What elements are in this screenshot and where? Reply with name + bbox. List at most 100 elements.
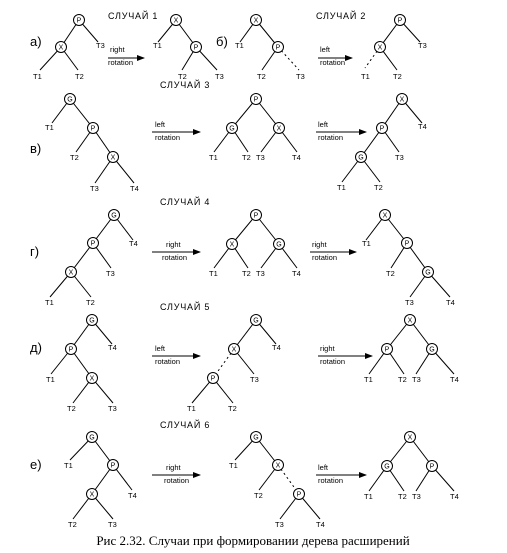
- subtree-label-t1: T1: [45, 123, 54, 132]
- tree-node-g: G: [226, 122, 238, 134]
- tree-node-p: P: [65, 343, 77, 355]
- subtree-label-t3: T3: [90, 184, 99, 193]
- svg-text:right: right: [166, 463, 182, 472]
- svg-text:rotation: rotation: [318, 476, 343, 485]
- tree-node-g: G: [64, 93, 76, 105]
- subtree-label-t2: T2: [86, 298, 95, 307]
- svg-text:rotation: rotation: [164, 476, 189, 485]
- subtree-label-t4: T4: [129, 239, 138, 248]
- subtree-label-t4: T4: [446, 298, 455, 307]
- panel-label-d: д): [30, 340, 42, 355]
- tree-node-p: P: [381, 343, 393, 355]
- subtree-label-t2: T2: [398, 492, 407, 501]
- panel-label-v: в): [30, 141, 41, 156]
- subtree-label-t4: T4: [128, 491, 137, 500]
- svg-text:G: G: [229, 126, 234, 133]
- svg-text:G: G: [253, 435, 258, 442]
- svg-text:left: left: [155, 120, 166, 129]
- svg-text:right: right: [110, 45, 126, 54]
- tree-node-p: P: [250, 209, 262, 221]
- svg-text:X: X: [69, 270, 74, 277]
- subtree-label-t3: T3: [418, 41, 427, 50]
- svg-text:G: G: [276, 242, 281, 249]
- svg-text:G: G: [425, 270, 430, 277]
- tree-node-p: P: [250, 93, 262, 105]
- svg-text:P: P: [91, 126, 96, 133]
- subtree-label-t4: T4: [108, 343, 117, 352]
- svg-text:left: left: [320, 45, 331, 54]
- tree-node-p: P: [190, 41, 202, 53]
- tree-node-x: X: [107, 151, 119, 163]
- tree-node-p: P: [426, 460, 438, 472]
- svg-text:X: X: [230, 242, 235, 249]
- svg-text:left: left: [318, 120, 329, 129]
- subtree-label-t3: T3: [412, 492, 421, 501]
- subtree-label-t4: T4: [450, 492, 459, 501]
- subtree-label-t1: T1: [364, 375, 373, 384]
- subtree-label-t1: T1: [209, 153, 218, 162]
- tree-node-x: X: [228, 343, 240, 355]
- tree-node-x: X: [226, 238, 238, 250]
- case-5-title: СЛУЧАЙ 5: [160, 301, 210, 312]
- subtree-label-t3: T3: [108, 520, 117, 529]
- subtree-label-t2: T2: [374, 183, 383, 192]
- svg-text:G: G: [111, 213, 116, 220]
- arrow-label-right-1: right rotation: [108, 45, 133, 67]
- tree-node-p: P: [376, 122, 388, 134]
- subtree-label-t1: T1: [229, 461, 238, 470]
- svg-text:X: X: [277, 126, 282, 133]
- subtree-label-t2: T2: [386, 269, 395, 278]
- svg-text:P: P: [276, 45, 281, 52]
- svg-text:rotation: rotation: [155, 357, 180, 366]
- panel-label-e: е): [30, 457, 42, 472]
- subtree-label-t3: T3: [106, 269, 115, 278]
- subtree-label-t1: T1: [153, 41, 162, 50]
- svg-text:P: P: [297, 492, 302, 499]
- subtree-label-t3: T3: [256, 153, 265, 162]
- case-2-title: СЛУЧАЙ 2: [316, 10, 366, 21]
- svg-text:G: G: [67, 97, 72, 104]
- svg-text:left: left: [155, 344, 166, 353]
- subtree-label-t4: T4: [292, 153, 301, 162]
- tree-node-x: X: [86, 372, 98, 384]
- rotation-arrows: [108, 55, 373, 478]
- case-3-title: СЛУЧАЙ 3: [160, 79, 210, 90]
- subtree-label-t2: T2: [393, 72, 402, 81]
- svg-text:X: X: [400, 97, 405, 104]
- svg-text:P: P: [380, 126, 385, 133]
- svg-text:rotation: rotation: [318, 133, 343, 142]
- tree-node-g: G: [381, 460, 393, 472]
- svg-text:G: G: [89, 435, 94, 442]
- tree-node-x: X: [250, 14, 262, 26]
- svg-text:P: P: [91, 241, 96, 248]
- svg-text:P: P: [69, 347, 74, 354]
- svg-text:G: G: [429, 347, 434, 354]
- arrow-label-right-6a: right rotation: [164, 463, 189, 485]
- tree-node-x: X: [272, 459, 284, 471]
- subtree-label-t3: T3: [275, 520, 284, 529]
- svg-text:P: P: [254, 213, 259, 220]
- svg-text:right: right: [166, 240, 182, 249]
- subtree-label-t2: T2: [228, 404, 237, 413]
- subtree-label-t2: T2: [70, 153, 79, 162]
- subtree-label-t3: T3: [395, 153, 404, 162]
- subtree-label-t4: T4: [450, 375, 459, 384]
- subtree-label-t1: T1: [364, 492, 373, 501]
- subtree-label-t1: T1: [362, 239, 371, 248]
- tree-node-x: X: [65, 266, 77, 278]
- tree-node-g: G: [273, 238, 285, 250]
- tree-node-x: X: [273, 122, 285, 134]
- subtree-label-t1: T1: [33, 72, 42, 81]
- tree-node-p: P: [87, 122, 99, 134]
- subtree-label-t1: T1: [64, 461, 73, 470]
- tree-node-p: P: [293, 488, 305, 500]
- subtree-label-t2: T2: [242, 153, 251, 162]
- svg-text:P: P: [211, 376, 216, 383]
- svg-text:X: X: [408, 435, 413, 442]
- svg-text:G: G: [89, 318, 94, 325]
- subtree-label-t1: T1: [361, 72, 370, 81]
- subtree-label-t2: T2: [75, 72, 84, 81]
- svg-text:rotation: rotation: [162, 253, 187, 262]
- subtree-label-t3: T3: [412, 375, 421, 384]
- svg-text:X: X: [174, 18, 179, 25]
